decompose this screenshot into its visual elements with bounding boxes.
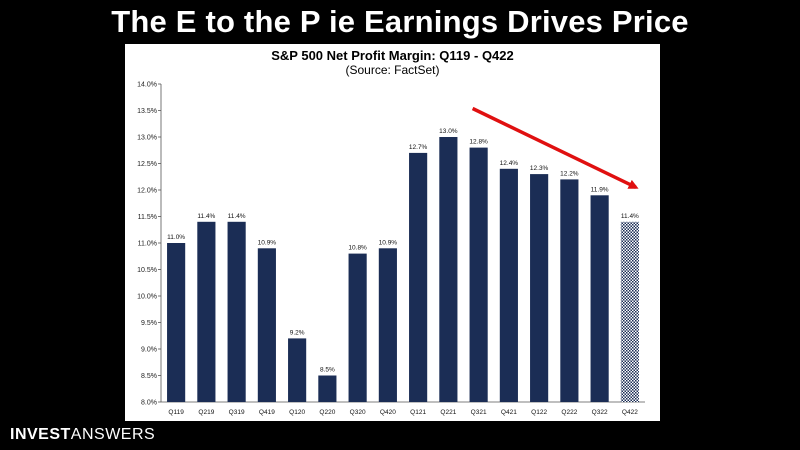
- bar: [318, 375, 337, 402]
- data-label: 10.9%: [258, 239, 277, 246]
- data-label: 13.0%: [439, 128, 458, 135]
- x-tick-label: Q419: [259, 409, 275, 416]
- data-label: 10.9%: [379, 239, 398, 246]
- y-tick-label: 12.5%: [137, 161, 157, 168]
- y-tick-label: 10.5%: [137, 267, 157, 274]
- x-tick-label: Q320: [350, 409, 366, 416]
- data-label: 11.9%: [591, 186, 609, 193]
- x-tick-label: Q122: [531, 409, 547, 416]
- x-tick-label: Q222: [561, 409, 577, 416]
- x-tick-label: Q321: [471, 409, 487, 416]
- brand-logo: INVESTANSWERS: [10, 426, 155, 444]
- bar: [469, 147, 488, 402]
- slide-headline: The E to the P ie Earnings Drives Price: [111, 4, 689, 39]
- brand-logo-bold: INVEST: [10, 426, 71, 443]
- bar-chart: 8.0% 8.5% 9.0% 9.5% 10.0% 10.5% 11.0% 11.5% 12.0…: [137, 82, 645, 416]
- x-tick-label: Q221: [440, 409, 456, 416]
- y-tick-label: 14.0%: [137, 82, 157, 89]
- x-tick-label: Q422: [622, 409, 638, 416]
- bar: [288, 338, 307, 402]
- bar: [197, 221, 216, 402]
- y-tick-label: 9.0%: [141, 347, 157, 354]
- x-axis: Q119 Q219 Q319 Q419 Q120 Q220 Q320 Q420 Q121 Q221…: [168, 409, 638, 416]
- bar: [439, 137, 458, 402]
- bars: [167, 137, 639, 402]
- x-tick-label: Q120: [289, 409, 305, 416]
- data-label: 12.3%: [530, 165, 549, 172]
- data-label: 12.8%: [469, 139, 488, 146]
- data-label: 12.7%: [409, 144, 428, 151]
- x-tick-label: Q220: [319, 409, 335, 416]
- x-tick-label: Q119: [168, 409, 184, 416]
- bar: [257, 248, 276, 402]
- data-label: 11.4%: [621, 213, 639, 220]
- chart-panel: 8.0% 8.5% 9.0% 9.5% 10.0% 10.5% 11.0% 11.5% 12.0…: [125, 44, 660, 421]
- trend-arrow: [471, 106, 639, 189]
- bar: [167, 243, 186, 402]
- x-tick-label: Q421: [501, 409, 517, 416]
- data-labels: 11.0% 11.4% 11.4% 10.9% 9.2% 8.5% 10.8% 10.9% 12…: [167, 128, 639, 374]
- bar: [560, 179, 579, 402]
- y-tick-label: 8.0%: [141, 400, 157, 407]
- x-tick-label: Q322: [592, 409, 608, 416]
- x-tick-label: Q219: [198, 409, 214, 416]
- data-label: 12.2%: [560, 170, 579, 177]
- data-label: 11.4%: [228, 213, 246, 220]
- chart-title: S&P 500 Net Profit Margin: Q119 - Q422: [271, 48, 514, 63]
- data-label: 10.8%: [348, 245, 367, 252]
- data-label: 8.5%: [320, 367, 335, 374]
- data-label: 11.4%: [197, 213, 215, 220]
- y-tick-label: 8.5%: [141, 373, 157, 380]
- bar-estimate: [620, 221, 639, 402]
- y-tick-label: 10.0%: [137, 294, 157, 301]
- chart-subtitle: (Source: FactSet): [345, 63, 440, 77]
- data-label: 12.4%: [500, 160, 519, 167]
- brand-logo-light: ANSWERS: [70, 426, 156, 443]
- y-tick-label: 12.0%: [137, 188, 157, 195]
- bar: [499, 168, 518, 402]
- data-label: 11.0%: [167, 234, 185, 241]
- y-tick-label: 13.5%: [137, 108, 157, 115]
- bar: [409, 152, 428, 402]
- bar: [590, 195, 609, 402]
- data-label: 9.2%: [290, 329, 305, 336]
- bar: [530, 174, 549, 402]
- bar: [348, 253, 367, 402]
- x-tick-label: Q319: [229, 409, 245, 416]
- y-tick-label: 13.0%: [137, 135, 157, 142]
- y-tick-label: 11.5%: [138, 214, 157, 221]
- y-tick-label: 11.0%: [138, 241, 157, 248]
- y-tick-label: 9.5%: [141, 320, 157, 327]
- bar: [378, 248, 397, 402]
- x-tick-label: Q121: [410, 409, 426, 416]
- bar: [227, 221, 246, 402]
- x-tick-label: Q420: [380, 409, 396, 416]
